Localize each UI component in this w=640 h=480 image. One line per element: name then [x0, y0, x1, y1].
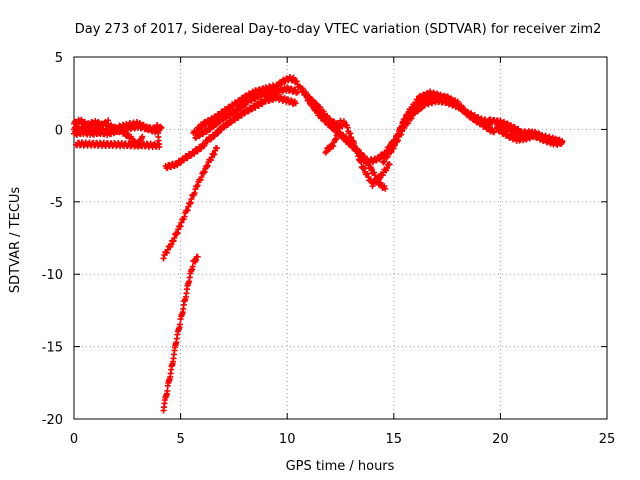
- data-point: [482, 119, 489, 126]
- series-steep-drop-b: [160, 253, 201, 414]
- data-point: [168, 241, 175, 248]
- y-tick-label: -20: [42, 413, 63, 428]
- data-point: [382, 185, 389, 192]
- data-point: [299, 85, 306, 92]
- y-tick-label: 0: [55, 123, 63, 138]
- data-point: [386, 161, 393, 168]
- y-tick-label: -15: [42, 341, 63, 356]
- data-point: [220, 116, 227, 123]
- x-tick-label: 10: [279, 432, 296, 447]
- data-point: [192, 257, 199, 264]
- series-steep-drop-a: [160, 144, 220, 262]
- data-point: [189, 263, 196, 270]
- data-point: [241, 110, 248, 117]
- data-point: [383, 154, 390, 161]
- data-point: [287, 97, 294, 104]
- grid: [74, 57, 607, 419]
- y-tick-label: -5: [50, 196, 63, 211]
- y-axis-label: SDTVAR / TECUs: [8, 187, 23, 294]
- data-point: [241, 102, 248, 109]
- data-point: [491, 129, 498, 136]
- data-point: [211, 151, 218, 158]
- data-point: [497, 126, 504, 133]
- data-point: [163, 249, 170, 256]
- data-point: [337, 117, 344, 124]
- series-rise-middle: [192, 84, 301, 142]
- data-point: [158, 124, 165, 131]
- data-point: [494, 124, 501, 131]
- data-point: [213, 145, 220, 152]
- data-point: [293, 89, 300, 96]
- data-point: [388, 146, 395, 153]
- data-point: [364, 171, 371, 177]
- x-tick-label: 25: [599, 432, 616, 447]
- x-tick-label: 0: [70, 432, 78, 447]
- data-point: [515, 127, 522, 134]
- y-tick-label: -10: [42, 268, 63, 283]
- data-point: [324, 112, 331, 119]
- data-point: [139, 133, 146, 140]
- data-point: [405, 120, 412, 127]
- data-point: [365, 174, 372, 181]
- data-point: [292, 100, 299, 107]
- data-point: [223, 114, 230, 121]
- data-point: [164, 387, 171, 394]
- x-tick-label: 5: [176, 432, 184, 447]
- data-point: [320, 108, 327, 115]
- data-point: [245, 108, 252, 115]
- data-point: [330, 143, 337, 150]
- series-track-early-outliers: [73, 122, 163, 151]
- data-point: [330, 118, 337, 125]
- data-point: [317, 104, 324, 111]
- chart-title: Day 273 of 2017, Sidereal Day-to-day VTE…: [75, 22, 602, 37]
- data-point: [337, 130, 344, 137]
- data-point: [522, 136, 529, 143]
- series-track-early-middle: [71, 118, 165, 136]
- data-point: [532, 128, 539, 135]
- series-evening-tail-c: [497, 119, 566, 147]
- data-point: [160, 255, 167, 262]
- x-tick-label: 20: [492, 432, 509, 447]
- x-tick-label: 15: [386, 432, 403, 447]
- data-point: [408, 115, 415, 122]
- data-point: [384, 153, 391, 160]
- data-point: [383, 165, 390, 172]
- series-midday-outliers: [322, 117, 344, 156]
- data-point: [361, 153, 368, 160]
- data-point: [192, 135, 199, 142]
- data-point: [154, 122, 161, 129]
- y-tick-label: 5: [55, 51, 63, 66]
- data-point: [118, 125, 125, 132]
- plot-frame: [73, 56, 608, 420]
- data-point: [326, 116, 333, 123]
- data-point: [209, 124, 216, 131]
- axis-ticks: 0 5 10 15 20 25 -20 -15 -10 -5 0 5: [42, 51, 616, 447]
- data-point: [358, 159, 365, 166]
- data-point: [194, 253, 201, 260]
- data-point: [214, 130, 221, 137]
- data-series: [71, 73, 566, 414]
- data-point: [361, 165, 368, 172]
- data-point: [379, 172, 386, 179]
- series-rise-lower: [162, 93, 299, 172]
- x-axis-label: GPS time / hours: [286, 459, 395, 474]
- data-point: [215, 129, 222, 136]
- data-point: [303, 89, 310, 96]
- data-point: [368, 166, 375, 173]
- data-point: [381, 158, 388, 165]
- series-afternoon-rise-c: [390, 92, 493, 148]
- data-point: [177, 321, 184, 328]
- data-point: [559, 139, 566, 146]
- data-point: [380, 159, 387, 166]
